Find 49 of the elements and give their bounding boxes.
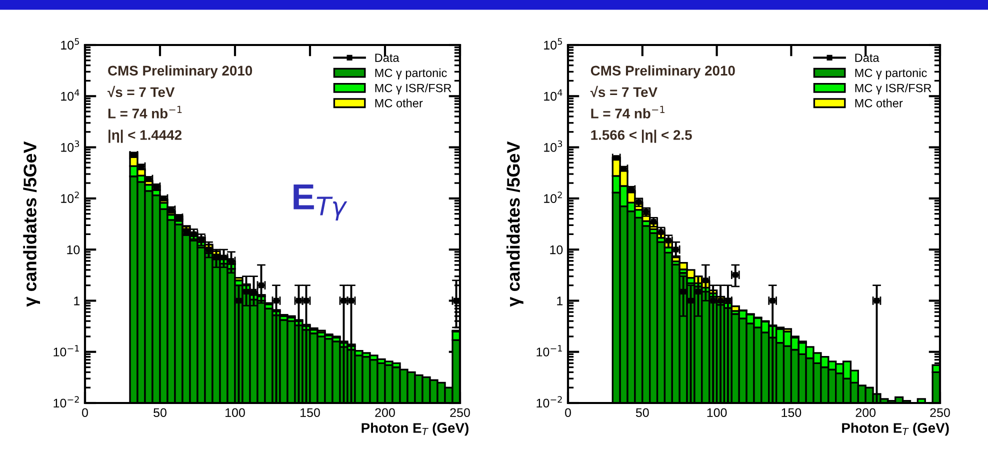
x-tick-label: 250 bbox=[930, 408, 950, 418]
x-axis-title: Photon E$_{T}$ (GeV) bbox=[842, 422, 949, 436]
x-tick-label: 250 bbox=[450, 408, 470, 418]
annotation: E$_{Tγ}$ bbox=[294, 184, 348, 220]
x-tick-label: 50 bbox=[154, 408, 166, 418]
x-tick-label: 50 bbox=[636, 408, 649, 418]
annotation: L = 74 nb$^{−1}$ bbox=[108, 106, 182, 118]
y-tick-label: 10$^{−2}$ bbox=[536, 396, 562, 408]
y-axis-title: γ candidates /5GeV bbox=[23, 141, 40, 307]
x-axis-title: Photon E$_{T}$ (GeV) bbox=[362, 422, 468, 436]
annotation: √s = 7 TeV bbox=[108, 86, 175, 98]
y-tick-label: 10$^{−2}$ bbox=[54, 396, 79, 408]
x-tick-label: 0 bbox=[82, 408, 88, 418]
y-tick-label: 10$^{2}$ bbox=[544, 192, 562, 203]
legend-label: MC γ ISR/FSR bbox=[855, 84, 932, 95]
legend-label: MC other bbox=[375, 98, 423, 108]
y-tick-label: 1 bbox=[557, 296, 563, 306]
annotation: L = 74 nb$^{−1}$ bbox=[591, 106, 664, 118]
annotation: CMS Preliminary 2010 bbox=[108, 65, 252, 78]
y-tick-label: 10$^{4}$ bbox=[61, 89, 80, 101]
y-tick-label: 10$^{4}$ bbox=[544, 89, 562, 101]
legend-label: Data bbox=[855, 54, 880, 62]
x-tick-label: 0 bbox=[565, 408, 571, 418]
y-tick-label: 10$^{−1}$ bbox=[536, 345, 562, 356]
legend-label: MC γ partonic bbox=[855, 68, 927, 80]
y-tick-label: 10 bbox=[550, 245, 563, 254]
y-tick-label: 10$^{−1}$ bbox=[54, 345, 79, 356]
annotation: 1.566 < |η| < 2.5 bbox=[591, 130, 692, 143]
annotation: √s = 7 TeV bbox=[590, 86, 658, 98]
legend-label: MC other bbox=[855, 98, 903, 108]
y-tick-label: 10$^{5}$ bbox=[544, 38, 562, 50]
y-tick-label: 10$^{3}$ bbox=[544, 140, 562, 152]
y-tick-label: 1 bbox=[74, 296, 80, 306]
x-tick-label: 200 bbox=[856, 408, 876, 418]
x-tick-label: 200 bbox=[375, 408, 395, 418]
x-tick-label: 100 bbox=[226, 408, 245, 418]
y-tick-label: 10$^{3}$ bbox=[61, 140, 80, 152]
annotation: CMS Preliminary 2010 bbox=[590, 65, 735, 78]
y-tick-label: 10 bbox=[67, 245, 80, 254]
y-tick-label: 10$^{2}$ bbox=[61, 192, 79, 203]
x-tick-label: 100 bbox=[707, 408, 727, 418]
y-tick-label: 10$^{5}$ bbox=[61, 38, 79, 50]
y-axis-title: γ candidates /5GeV bbox=[506, 141, 524, 307]
annotation: |η| < 1.4442 bbox=[108, 130, 182, 143]
x-tick-label: 150 bbox=[300, 408, 320, 418]
legend-label: Data bbox=[375, 54, 400, 62]
legend-label: MC γ ISR/FSR bbox=[375, 84, 452, 95]
legend-label: MC γ partonic bbox=[375, 68, 447, 80]
x-tick-label: 150 bbox=[782, 408, 802, 418]
